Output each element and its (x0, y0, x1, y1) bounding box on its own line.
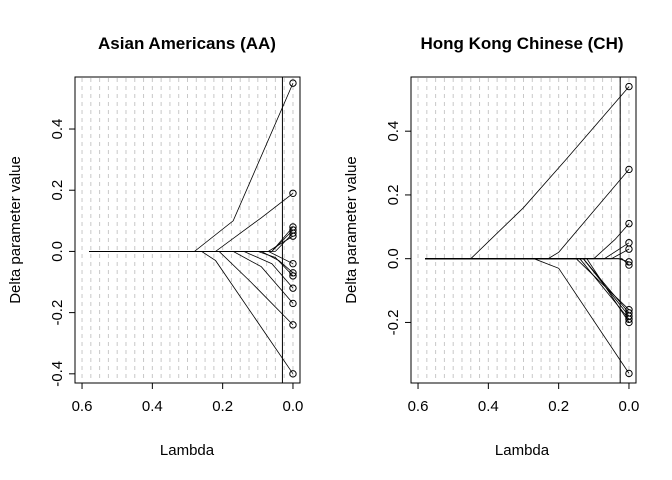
chart-title: Hong Kong Chinese (CH) (420, 34, 623, 53)
y-tick-label: 0.4 (49, 119, 66, 140)
series-line (89, 232, 294, 252)
series-line (89, 235, 294, 252)
x-tick-label: 0.2 (548, 398, 569, 415)
series-line (89, 229, 294, 252)
x-axis-label: Lambda (495, 442, 550, 459)
y-tick-label: 0.0 (49, 241, 66, 262)
x-tick-label: 0.0 (283, 398, 304, 415)
series-endpoint (625, 369, 633, 378)
series-endpoint (289, 284, 297, 292)
series-endpoint (625, 165, 633, 174)
series-endpoint (289, 189, 297, 197)
series-line (425, 258, 630, 317)
series-endpoint (289, 269, 297, 277)
x-tick-label: 0.0 (619, 398, 640, 415)
y-axis-label: Delta parameter value (7, 156, 24, 304)
series-line (89, 82, 294, 252)
series-line (425, 258, 630, 320)
x-tick-label: 0.4 (142, 398, 163, 415)
y-tick-label: 0.2 (49, 180, 66, 201)
series-line (89, 250, 294, 289)
series-endpoint (625, 318, 633, 327)
series-line (425, 169, 630, 260)
series-endpoint (289, 229, 297, 237)
series-line (425, 258, 630, 266)
y-tick-label: -0.2 (385, 310, 402, 336)
series-endpoint (625, 219, 633, 228)
series-line (89, 226, 294, 252)
series-line (89, 250, 294, 274)
series-endpoint (289, 79, 297, 87)
series-endpoint (625, 315, 633, 323)
x-tick-label: 0.6 (72, 398, 93, 415)
y-tick-label: 0.0 (385, 248, 402, 269)
series-line (425, 248, 630, 260)
series-line (89, 192, 294, 252)
chart-title: Asian Americans (AA) (98, 34, 276, 53)
series-line (425, 242, 630, 260)
series-endpoint (625, 261, 633, 269)
series-endpoint (289, 321, 297, 329)
series-endpoint (289, 259, 297, 268)
series-line (425, 223, 630, 260)
series-line (89, 250, 294, 375)
x-axis-label: Lambda (160, 442, 215, 459)
y-axis-label: Delta parameter value (343, 156, 360, 304)
series-endpoint (625, 82, 633, 91)
x-tick-label: 0.2 (212, 398, 233, 415)
y-tick-label: 0.2 (385, 185, 402, 206)
y-tick-label: -0.2 (49, 300, 66, 326)
series-endpoint (625, 245, 633, 253)
series-endpoint (289, 299, 297, 308)
series-line (425, 258, 630, 263)
series-endpoint (289, 370, 297, 378)
series-line (425, 86, 630, 260)
series-line (89, 250, 294, 277)
series-line (425, 258, 630, 310)
series-line (425, 258, 630, 314)
y-tick-label: 0.4 (385, 121, 402, 142)
x-tick-label: 0.6 (408, 398, 429, 415)
series-line (89, 250, 294, 326)
series-line (425, 258, 630, 323)
y-tick-label: -0.4 (49, 361, 66, 387)
x-tick-label: 0.4 (478, 398, 499, 415)
